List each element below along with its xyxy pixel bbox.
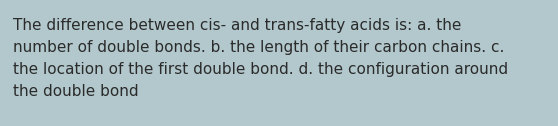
Text: the double bond: the double bond <box>13 84 138 99</box>
Text: the location of the first double bond. d. the configuration around: the location of the first double bond. d… <box>13 62 508 77</box>
Text: number of double bonds. b. the length of their carbon chains. c.: number of double bonds. b. the length of… <box>13 40 504 55</box>
Text: The difference between cis- and trans-fatty acids is: a. the: The difference between cis- and trans-fa… <box>13 18 461 33</box>
